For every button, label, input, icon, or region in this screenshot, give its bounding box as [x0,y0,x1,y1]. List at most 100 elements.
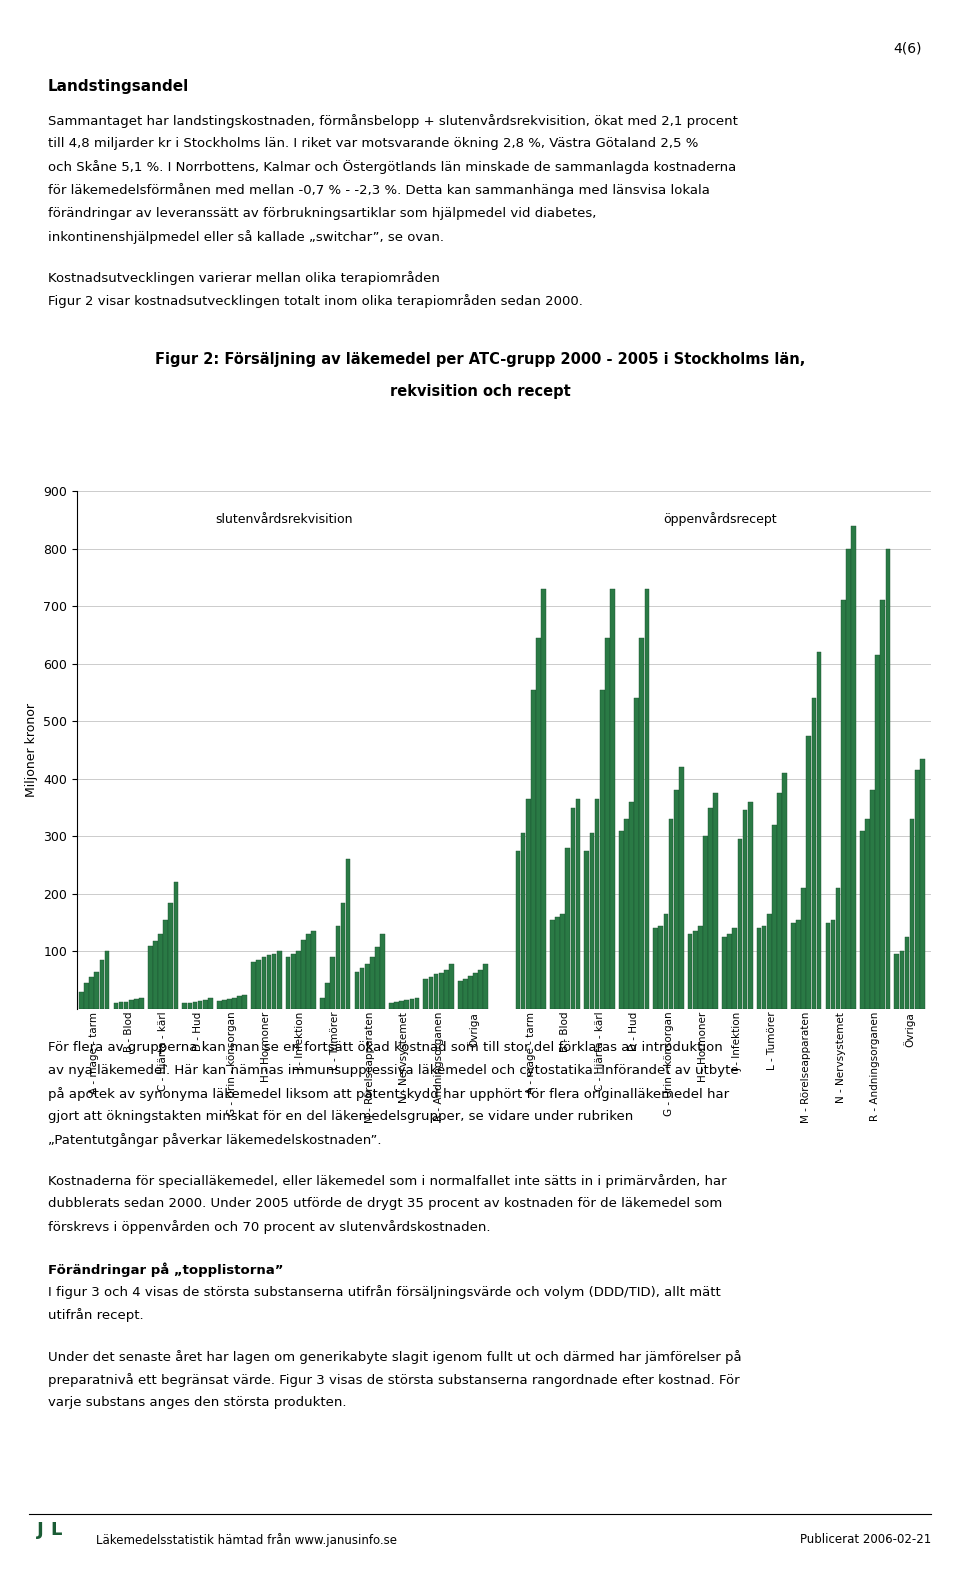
Text: L: L [50,1521,61,1538]
Bar [346,860,350,1009]
Bar [762,925,766,1009]
Bar [756,928,761,1009]
Text: på apotek av synonyma läkemedel liksom att patentskydd har upphört för flera ori: på apotek av synonyma läkemedel liksom a… [48,1087,730,1101]
Text: Kostnaderna för specialläkemedel, eller läkemedel som i normalfallet inte sätts : Kostnaderna för specialläkemedel, eller … [48,1174,727,1189]
Text: förändringar av leveranssätt av förbrukningsartiklar som hjälpmedel vid diabetes: förändringar av leveranssätt av förbrukn… [48,207,596,219]
Text: J: J [36,1521,43,1538]
Bar [423,979,428,1009]
Bar [325,984,330,1009]
Bar [791,923,796,1009]
Bar [904,938,909,1009]
Bar [267,955,272,1009]
Text: och Skåne 5,1 %. I Norrbottens, Kalmar och Östergötlands län minskade de sammanl: och Skåne 5,1 %. I Norrbottens, Kalmar o… [48,160,736,175]
Bar [296,952,300,1009]
Bar [193,1003,198,1009]
Bar [217,1001,222,1009]
Text: Läkemedelsstatistik hämtad från www.janusinfo.se: Läkemedelsstatistik hämtad från www.janu… [96,1533,397,1548]
Bar [291,955,296,1009]
Text: 4(6): 4(6) [893,41,922,56]
Text: Figur 2: Försäljning av läkemedel per ATC-grupp 2000 - 2005 i Stockholms län,: Figur 2: Försäljning av läkemedel per AT… [155,351,805,367]
Bar [732,928,737,1009]
Bar [153,941,157,1009]
Text: I figur 3 och 4 visas de största substanserna utifrån försäljningsvärde och voly: I figur 3 och 4 visas de största substan… [48,1286,721,1298]
Text: förskrevs i öppenvården och 70 procent av slutenvårdskostnaden.: förskrevs i öppenvården och 70 procent a… [48,1220,491,1235]
Bar [370,957,374,1009]
Bar [410,998,414,1009]
Bar [139,998,144,1009]
Bar [404,999,409,1009]
Bar [94,971,99,1009]
Text: av nya läkemedel. Här kan nämnas immunsuppressiva läkemedel och cytostatika. Inf: av nya läkemedel. Här kan nämnas immunsu… [48,1065,738,1077]
Bar [158,934,163,1009]
Bar [915,771,920,1009]
Bar [541,590,546,1009]
Bar [354,971,359,1009]
Bar [728,934,732,1009]
Bar [811,698,816,1009]
Bar [748,802,753,1009]
Bar [468,976,473,1009]
Bar [610,590,614,1009]
Bar [796,920,801,1009]
Bar [272,953,276,1009]
Text: slutenvårdsrekvisition: slutenvårdsrekvisition [215,513,352,526]
Bar [852,526,855,1009]
Bar [256,960,261,1009]
Text: Under det senaste året har lagen om generikabyte slagit igenom fullt ut och därm: Under det senaste året har lagen om gene… [48,1349,742,1363]
Bar [836,888,841,1009]
Bar [458,982,463,1009]
Bar [679,767,684,1009]
Bar [203,999,207,1009]
Bar [880,601,885,1009]
Bar [395,1003,398,1009]
Bar [380,934,385,1009]
Bar [594,799,599,1009]
Bar [920,758,924,1009]
Text: „Patentutgångar påverkar läkemedelskostnaden”.: „Patentutgångar påverkar läkemedelskostn… [48,1133,381,1147]
Bar [629,802,634,1009]
Bar [693,931,698,1009]
Text: Figur 2 visar kostnadsutvecklingen totalt inom olika terapiområden sedan 2000.: Figur 2 visar kostnadsutvecklingen total… [48,294,583,308]
Bar [806,736,811,1009]
Bar [669,818,673,1009]
Bar [182,1003,187,1009]
Text: Sammantaget har landstingskostnaden, förmånsbelopp + slutenvårdsrekvisition, öka: Sammantaget har landstingskostnaden, för… [48,114,738,129]
Bar [708,807,713,1009]
Bar [187,1003,192,1009]
Text: utifrån recept.: utifrån recept. [48,1308,144,1322]
Bar [134,999,139,1009]
Bar [228,998,231,1009]
Text: Publicerat 2006-02-21: Publicerat 2006-02-21 [800,1533,931,1546]
Bar [619,831,624,1009]
Bar [635,698,639,1009]
Text: dubblerats sedan 2000. Under 2005 utförde de drygt 35 procent av kostnaden för d: dubblerats sedan 2000. Under 2005 utförd… [48,1198,722,1211]
Bar [148,945,153,1009]
Bar [561,914,565,1009]
Bar [168,903,173,1009]
Bar [129,1001,133,1009]
Bar [243,995,247,1009]
Bar [536,637,540,1009]
Bar [703,836,708,1009]
Bar [520,834,525,1009]
Bar [802,888,806,1009]
Bar [463,979,468,1009]
Bar [644,590,649,1009]
Bar [826,923,830,1009]
Bar [79,992,84,1009]
Text: öppenvårdsrecept: öppenvårdsrecept [663,512,777,526]
Bar [444,969,448,1009]
Bar [335,925,340,1009]
Bar [341,903,346,1009]
Bar [713,793,718,1009]
Text: Kostnadsutvecklingen varierar mellan olika terapiområden: Kostnadsutvecklingen varierar mellan oli… [48,272,440,284]
Bar [261,957,266,1009]
Text: Landstingsandel: Landstingsandel [48,79,189,94]
Bar [550,920,555,1009]
Bar [870,790,875,1009]
Bar [399,1001,404,1009]
Bar [659,925,663,1009]
Bar [516,850,520,1009]
Bar [286,957,291,1009]
Bar [698,925,703,1009]
